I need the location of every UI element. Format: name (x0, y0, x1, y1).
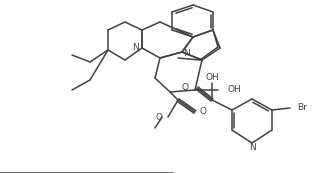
Text: OH: OH (227, 85, 241, 94)
Text: N: N (132, 43, 139, 52)
Text: N: N (183, 48, 190, 57)
Text: O: O (199, 107, 207, 116)
Text: O: O (155, 112, 162, 121)
Text: OH: OH (205, 72, 219, 81)
Text: N: N (249, 143, 255, 153)
Text: Br: Br (297, 103, 307, 112)
Text: O: O (182, 84, 189, 93)
